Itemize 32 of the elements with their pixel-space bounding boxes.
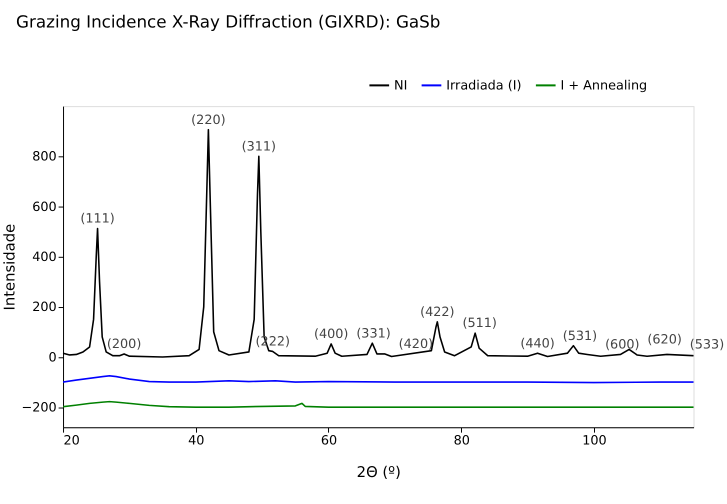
y-tick-label: 0 bbox=[48, 350, 57, 366]
chart-title: Grazing Incidence X-Ray Diffraction (GIXRD): GaSb bbox=[16, 11, 440, 32]
y-tick-label: 600 bbox=[32, 200, 57, 215]
legend-label: NI bbox=[394, 78, 408, 94]
annotation: (531) bbox=[562, 328, 598, 344]
annotation: (533) bbox=[690, 338, 724, 353]
x-tick-label: 80 bbox=[454, 433, 470, 448]
x-tick-label: 100 bbox=[582, 433, 607, 448]
annotation: (440) bbox=[520, 336, 555, 352]
x-tick-label: 60 bbox=[320, 433, 338, 448]
y-tick-label: −200 bbox=[21, 400, 57, 416]
x-axis-title: 2Θ (º) bbox=[356, 464, 401, 481]
annotation: (400) bbox=[314, 327, 348, 342]
annotation: (220) bbox=[191, 112, 226, 128]
legend-label: Irradiada (I) bbox=[446, 78, 522, 94]
annotation: (620) bbox=[647, 332, 682, 348]
annotation: (111) bbox=[80, 212, 115, 227]
y-axis-title: Intensidade bbox=[2, 224, 19, 310]
annotation: (511) bbox=[462, 316, 497, 332]
legend-label: I + Annealing bbox=[560, 78, 648, 94]
annotation: (200) bbox=[106, 337, 142, 352]
x-tick-label: 40 bbox=[188, 433, 204, 448]
y-tick-label: 400 bbox=[32, 250, 57, 266]
annotation: (422) bbox=[420, 304, 455, 320]
annotation: (600) bbox=[605, 338, 640, 353]
annotation: (331) bbox=[356, 326, 391, 342]
line-series bbox=[62, 375, 694, 384]
x-tick-label: 20 bbox=[64, 433, 80, 448]
y-tick-label: 800 bbox=[32, 150, 57, 165]
y-tick-label: 200 bbox=[32, 300, 57, 316]
annotation: (311) bbox=[242, 139, 276, 154]
annotation: (420) bbox=[398, 337, 434, 352]
